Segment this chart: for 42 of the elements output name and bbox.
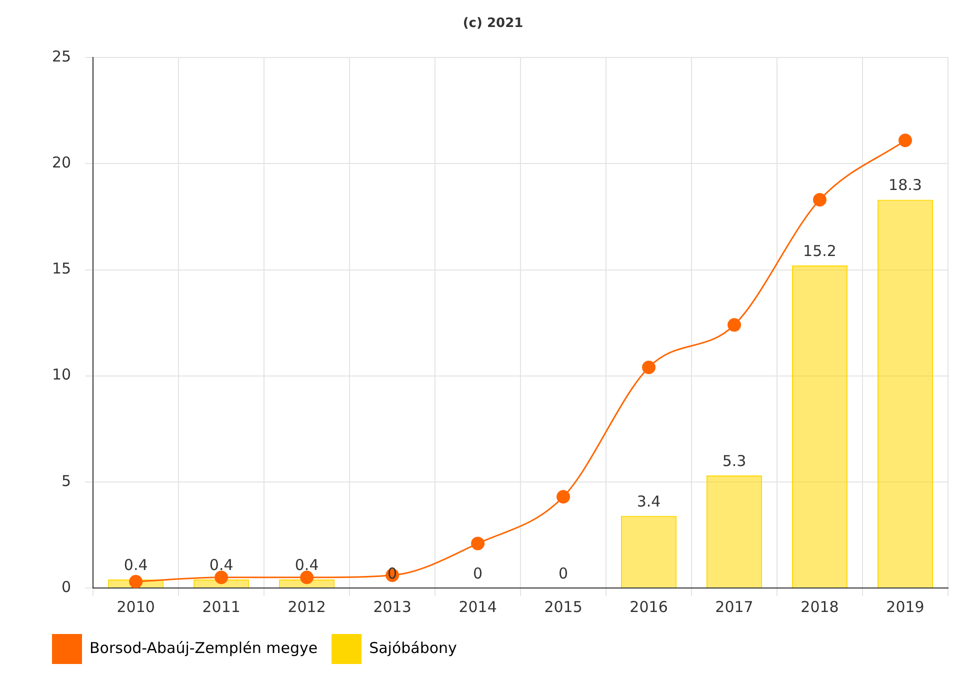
x-tick-label: 2014 — [458, 598, 497, 616]
y-tick-label: 15 — [52, 260, 72, 278]
legend-label: Borsod-Abaúj-Zemplén megye — [90, 638, 318, 657]
data-label: 0.4 — [124, 556, 148, 574]
bar — [706, 476, 762, 588]
chart-title: (c) 2021 — [462, 16, 524, 32]
data-label: 0 — [558, 564, 568, 582]
y-tick-label: 20 — [52, 154, 72, 172]
point — [471, 536, 485, 550]
point — [556, 490, 570, 504]
x-tick-label: 2013 — [373, 598, 412, 616]
x-tick-label: 2019 — [886, 598, 924, 616]
x-tick-label: 2015 — [544, 598, 582, 616]
y-tick-label: 25 — [52, 47, 72, 66]
y-tick-label: 0 — [62, 578, 72, 596]
x-tick-label: 2010 — [116, 598, 155, 616]
data-label: 0.4 — [209, 556, 234, 574]
bar — [620, 516, 677, 588]
point — [300, 570, 314, 584]
x-tick-label: 2016 — [630, 598, 668, 616]
bar — [877, 200, 934, 588]
bar — [792, 266, 848, 588]
point — [898, 134, 912, 148]
y-tick-label: 5 — [62, 472, 72, 490]
x-tick-label: 2017 — [715, 598, 754, 616]
point — [214, 570, 228, 584]
data-label: 18.3 — [888, 176, 922, 194]
x-tick-label: 2018 — [800, 598, 839, 616]
x-tick-label: 2011 — [202, 598, 240, 616]
data-label: 3.4 — [636, 492, 661, 510]
data-label: 5.3 — [722, 452, 746, 470]
point — [129, 574, 143, 588]
x-tick-label: 2012 — [288, 598, 326, 616]
point — [642, 360, 656, 374]
data-label: 0 — [473, 564, 483, 582]
legend-label: Sajóbábony — [369, 638, 458, 657]
point — [728, 318, 742, 332]
point — [813, 192, 827, 206]
data-label: 0 — [388, 564, 398, 582]
y-tick-label: 10 — [52, 366, 72, 384]
data-label: 0.4 — [294, 556, 319, 574]
data-label: 15.2 — [803, 242, 836, 260]
